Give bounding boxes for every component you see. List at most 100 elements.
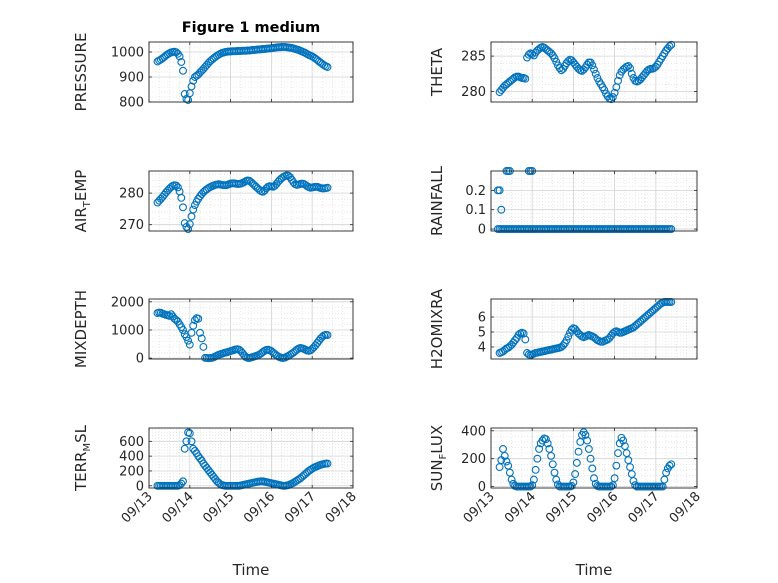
subplot-air: 270 280 AIRTEMP xyxy=(72,170,354,234)
data-point xyxy=(548,460,557,469)
x-tick-label: 09/14 xyxy=(160,489,197,526)
data-point xyxy=(564,332,573,341)
subplot-h2omixra: 456 H2OMIXRA xyxy=(428,288,698,369)
data-point xyxy=(179,203,187,212)
data-point xyxy=(323,63,332,71)
data-series xyxy=(495,40,676,104)
data-point xyxy=(180,90,189,98)
y-tick-label: 6 xyxy=(478,311,486,326)
data-point xyxy=(196,328,204,337)
x-axis-label: Time xyxy=(232,561,270,579)
data-point xyxy=(543,439,552,448)
axes-frame xyxy=(148,170,354,232)
data-point xyxy=(590,65,598,74)
data-point xyxy=(567,325,576,334)
data-point xyxy=(179,326,187,334)
data-point xyxy=(624,62,633,70)
y-tick-label: 280 xyxy=(461,85,486,100)
data-point xyxy=(626,463,634,472)
data-point xyxy=(189,321,198,330)
y-axis-label: MIXDEPTH xyxy=(72,290,90,368)
y-tick-label: 400 xyxy=(119,450,144,465)
y-tick-label: 0.1 xyxy=(465,203,486,218)
data-point xyxy=(588,464,597,473)
x-tick-label: 09/17 xyxy=(626,489,663,526)
data-point xyxy=(521,74,530,83)
data-point xyxy=(529,475,538,484)
data-point xyxy=(581,431,590,439)
data-point xyxy=(507,475,516,484)
data-point xyxy=(665,42,674,51)
x-tick-label: 09/16 xyxy=(584,489,621,526)
x-tick-label: 09/16 xyxy=(241,489,278,526)
axes-frame xyxy=(148,427,354,489)
data-point xyxy=(547,451,556,460)
data-point xyxy=(185,340,194,349)
data-point xyxy=(197,334,206,343)
data-point xyxy=(524,50,533,59)
y-axis-label: AIRTEMP xyxy=(72,170,93,233)
axes-frame xyxy=(490,170,698,232)
data-point xyxy=(614,76,622,85)
data-point xyxy=(555,64,564,73)
x-tick-label: 09/15 xyxy=(543,489,580,526)
y-tick-label: 4 xyxy=(478,341,486,356)
data-point xyxy=(184,336,193,345)
data-point xyxy=(173,183,182,192)
data-point xyxy=(531,465,540,474)
y-axis-label: TERRMSL xyxy=(72,424,93,492)
data-point xyxy=(545,444,554,453)
data-point xyxy=(627,470,636,478)
data-point xyxy=(658,482,667,491)
y-tick-label: 200 xyxy=(461,452,486,467)
y-tick-label: 900 xyxy=(119,71,144,86)
data-point xyxy=(552,475,561,484)
y-tick-label: 0 xyxy=(136,352,144,367)
data-point xyxy=(541,435,550,444)
x-axis-label: Time xyxy=(575,561,613,579)
data-point xyxy=(590,474,598,483)
y-tick-label: 2000 xyxy=(111,295,144,310)
data-series xyxy=(153,308,332,363)
y-tick-label: 1000 xyxy=(111,323,144,338)
data-point xyxy=(660,475,669,484)
axes-frame xyxy=(490,427,698,489)
data-point xyxy=(571,470,580,478)
data-point xyxy=(626,64,634,73)
data-series xyxy=(153,428,332,490)
subplot-theta: 280 285 THETA xyxy=(428,40,698,104)
y-axis-label: RAINFALL xyxy=(428,165,446,236)
data-point xyxy=(526,482,535,491)
x-tick-label: 09/18 xyxy=(667,489,704,526)
axes-frame xyxy=(490,298,698,360)
y-tick-label: 1000 xyxy=(111,46,144,61)
y-tick-label: 0 xyxy=(136,479,144,494)
data-point xyxy=(199,342,208,351)
y-axis-label: PRESSURE xyxy=(72,33,90,112)
y-tick-label: 0.2 xyxy=(465,184,486,199)
data-point xyxy=(182,437,191,446)
x-tick-label: 09/13 xyxy=(119,489,156,526)
data-series xyxy=(495,428,676,491)
chart-title: Figure 1 medium xyxy=(182,20,320,36)
data-point xyxy=(533,454,542,463)
y-tick-label: 400 xyxy=(461,424,486,439)
axes-frame xyxy=(148,41,354,103)
data-point xyxy=(665,461,674,470)
y-tick-label: 5 xyxy=(478,326,486,341)
data-point xyxy=(180,219,189,228)
data-point xyxy=(179,66,187,75)
data-point xyxy=(667,40,676,49)
subplot-pressure: 800 900 1000 PRESSURE Figure 1 medium xyxy=(72,20,354,112)
data-series xyxy=(495,298,676,360)
data-series xyxy=(153,171,332,234)
data-point xyxy=(175,52,184,61)
data-point xyxy=(629,477,638,485)
y-tick-label: 285 xyxy=(461,50,486,65)
y-axis-label: THETA xyxy=(428,47,446,97)
data-point xyxy=(667,460,676,469)
data-point xyxy=(504,461,513,470)
data-point xyxy=(177,193,186,202)
